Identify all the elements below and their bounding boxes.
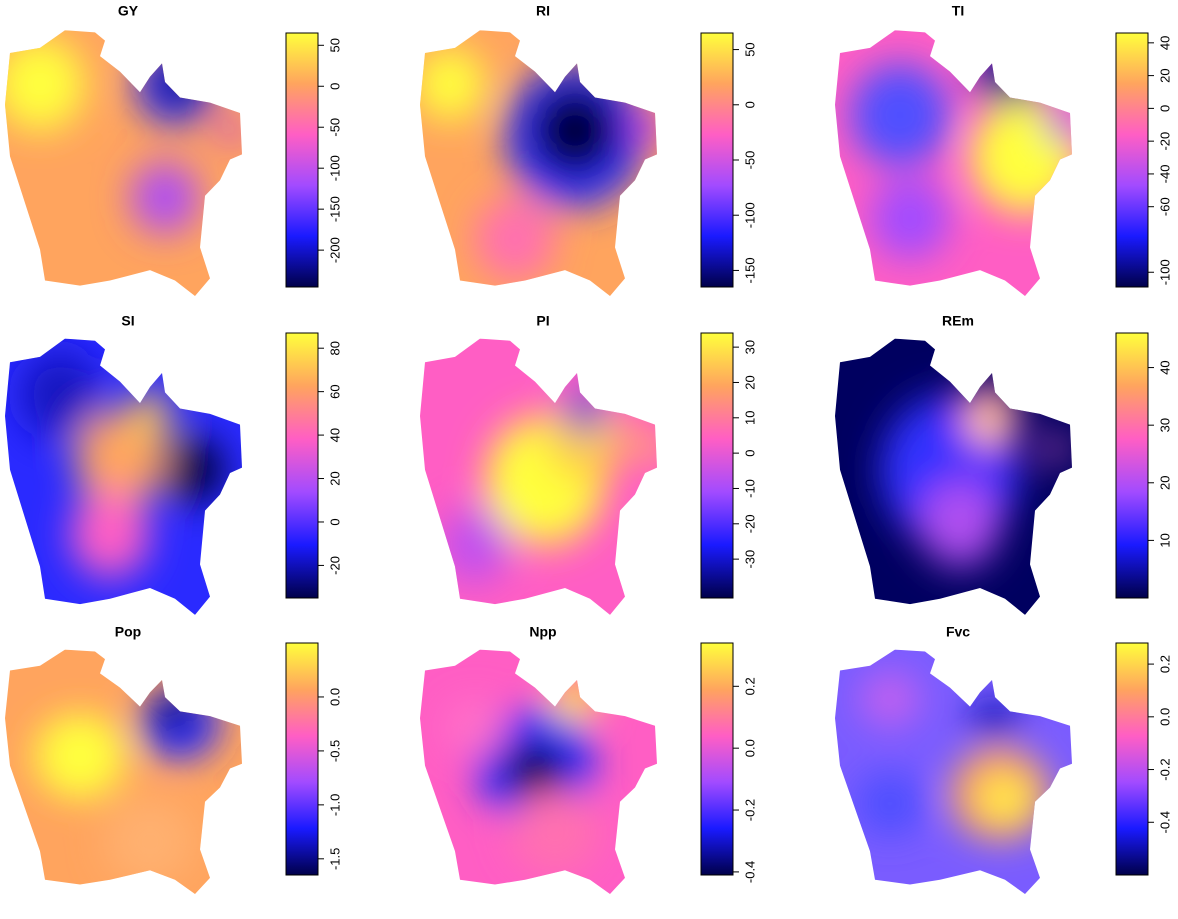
tick-label: 0 (742, 450, 757, 457)
tick-label: -1.0 (327, 794, 342, 816)
tick-label: 40 (327, 428, 342, 442)
panel-title: PI (536, 313, 549, 329)
panel-title: RI (536, 3, 550, 19)
colorbar (700, 642, 734, 876)
tick-label: -0.2 (1157, 758, 1172, 780)
colorbar (285, 32, 319, 288)
colorbar (285, 332, 319, 599)
panel-title: REm (942, 313, 974, 329)
tick-label: 40 (1157, 36, 1172, 50)
tick-label: 0 (742, 101, 757, 108)
tick-label: 0 (327, 518, 342, 525)
panel-title: Npp (529, 624, 556, 640)
tick-label: -10 (742, 479, 757, 498)
tick-label: -0.2 (742, 799, 757, 821)
tick-label: -40 (1157, 165, 1172, 184)
tick-label: 50 (327, 38, 342, 52)
tick-label: -0.4 (1157, 811, 1172, 833)
colorbar (700, 332, 734, 599)
tick-label: 0.0 (327, 688, 342, 706)
map-raster (5, 649, 242, 895)
map-raster (835, 30, 1072, 297)
tick-label: -30 (742, 550, 757, 569)
tick-label: 10 (1157, 533, 1172, 547)
map-raster (420, 30, 657, 297)
panel: Pop 0.0 -0.5 -1.0 -1.5 (5, 624, 342, 895)
tick-label: -100 (1157, 259, 1172, 285)
tick-label: 60 (327, 384, 342, 398)
tick-label: -1.5 (327, 848, 342, 870)
panel-title: Pop (115, 624, 141, 640)
panel-title: TI (952, 3, 964, 19)
colorbar (285, 642, 319, 876)
panel: Npp 0.2 0.0 -0.2 -0.4 (420, 624, 757, 895)
map-raster (835, 338, 1072, 615)
tick-label: 40 (1157, 360, 1172, 374)
colorbar (1115, 32, 1149, 288)
colorbar (700, 32, 734, 288)
panel: RI 50 0 -50 -100 -150 (420, 3, 757, 297)
tick-label: 50 (742, 42, 757, 56)
panel: PI 30 20 10 0 -10 -20 -30 (420, 313, 757, 615)
tick-label: 0.0 (1157, 708, 1172, 726)
tick-label: 30 (1157, 418, 1172, 432)
map-raster (5, 338, 242, 615)
tick-label: -20 (327, 556, 342, 575)
panel-title: SI (121, 313, 134, 329)
colorbar (1115, 642, 1149, 876)
tick-label: -20 (742, 514, 757, 533)
tick-label: -100 (742, 202, 757, 228)
panel: Fvc 0.2 0.0 -0.2 -0.4 (835, 624, 1172, 895)
map-raster (420, 649, 657, 895)
tick-label: 10 (742, 411, 757, 425)
tick-label: 80 (327, 341, 342, 355)
tick-label: -50 (327, 118, 342, 137)
tick-label: 0.0 (742, 739, 757, 757)
colorbar (1115, 332, 1149, 599)
tick-label: 0 (1157, 105, 1172, 112)
tick-label: 30 (742, 340, 757, 354)
tick-label: -0.4 (742, 861, 757, 883)
panel: SI 80 60 40 20 0 -20 (5, 313, 342, 615)
tick-label: -100 (327, 155, 342, 181)
tick-label: 20 (742, 375, 757, 389)
tick-label: 20 (1157, 476, 1172, 490)
tick-label: -60 (1157, 197, 1172, 216)
panel: TI 40 20 0 -20 -40 -60 -100 (835, 3, 1172, 297)
tick-label: -20 (1157, 132, 1172, 151)
map-raster (420, 338, 657, 615)
tick-label: -150 (327, 196, 342, 222)
tick-label: -50 (742, 151, 757, 170)
panel: REm 40 30 20 10 (835, 313, 1172, 615)
tick-label: -150 (742, 257, 757, 283)
panel-title: GY (118, 3, 139, 19)
tick-label: 20 (1157, 68, 1172, 82)
tick-label: 20 (327, 471, 342, 485)
panel: GY 50 0 -50 -100 -150 -200 (5, 3, 342, 297)
tick-label: 0.2 (742, 677, 757, 695)
tick-label: -200 (327, 237, 342, 263)
tick-label: 0.2 (1157, 655, 1172, 673)
panel-title: Fvc (946, 624, 970, 640)
map-raster (5, 30, 242, 297)
tick-label: 0 (327, 83, 342, 90)
tick-label: -0.5 (327, 740, 342, 762)
map-raster (835, 649, 1072, 895)
